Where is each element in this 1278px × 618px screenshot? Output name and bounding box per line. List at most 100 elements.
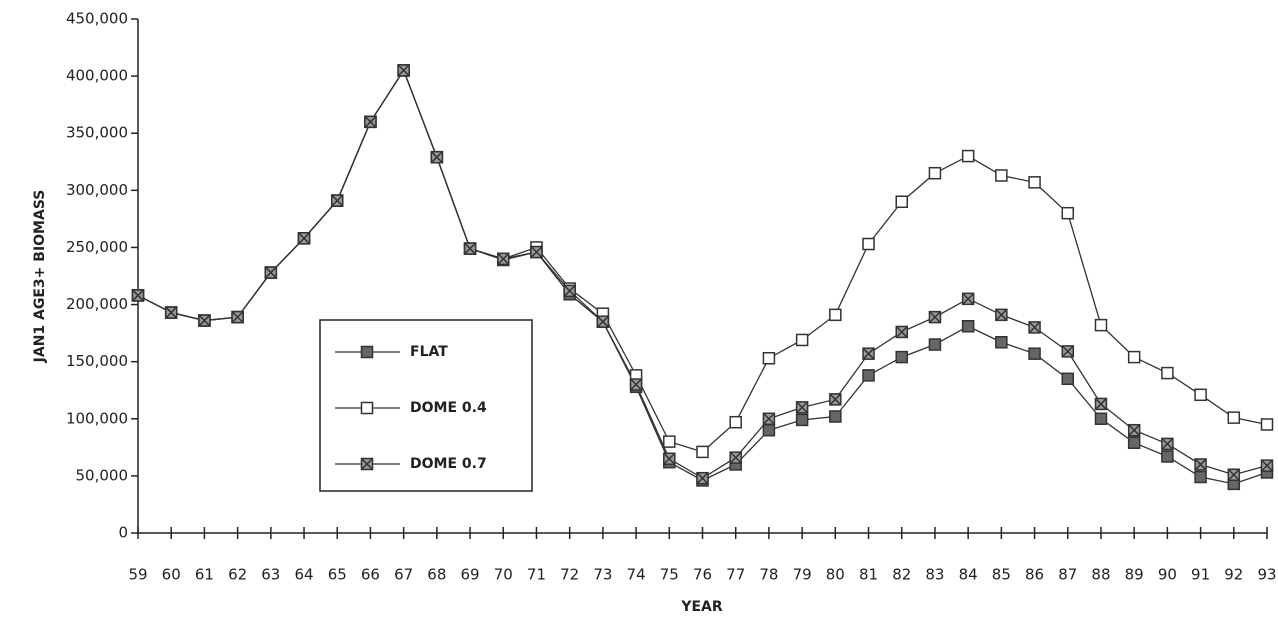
marker [563, 284, 576, 298]
marker [1127, 436, 1141, 450]
marker [1127, 423, 1141, 437]
marker-cross [630, 378, 643, 391]
marker [364, 115, 377, 129]
marker-box [1161, 366, 1174, 380]
marker-box [360, 345, 374, 359]
x-tick-label: 60 [162, 566, 181, 584]
marker [995, 335, 1008, 349]
marker-box [1028, 347, 1041, 360]
marker-box [1028, 176, 1041, 189]
marker [1194, 458, 1207, 471]
x-tick-label: 66 [361, 566, 380, 584]
x-tick-label: 68 [427, 566, 446, 584]
marker-box [862, 369, 875, 382]
marker [131, 289, 145, 302]
marker [530, 245, 543, 259]
x-tick-label: 70 [494, 566, 513, 584]
marker-box [1127, 436, 1141, 450]
marker [862, 347, 875, 360]
x-tick-label: 69 [461, 566, 480, 584]
marker [928, 310, 942, 324]
marker [895, 325, 908, 339]
marker [1061, 372, 1075, 386]
marker-cross [1028, 321, 1041, 334]
marker-box [895, 195, 908, 209]
x-tick-label: 88 [1091, 566, 1110, 584]
marker-box [1061, 206, 1075, 220]
marker [829, 410, 842, 423]
y-tick-label: 150,000 [66, 352, 128, 370]
marker-box [1194, 388, 1207, 402]
x-tick-label: 83 [925, 566, 944, 584]
marker-box [928, 338, 942, 351]
marker-cross [165, 306, 178, 319]
marker [1094, 397, 1108, 411]
marker-box [696, 445, 709, 459]
marker-cross [1094, 397, 1108, 410]
y-tick-label: 400,000 [66, 67, 128, 85]
marker [762, 423, 776, 437]
marker [360, 457, 374, 471]
marker [430, 150, 444, 164]
marker-box [1161, 450, 1174, 463]
marker [1127, 350, 1141, 364]
marker-box [829, 410, 842, 423]
legend-label: FLAT [410, 344, 448, 360]
y-tick-label: 50,000 [76, 466, 129, 484]
marker-box [360, 401, 374, 415]
marker-box [1061, 372, 1075, 386]
marker-box [862, 237, 875, 251]
marker [629, 378, 643, 391]
marker-cross [995, 308, 1008, 321]
marker [231, 310, 244, 324]
y-axis-label: JAN1 AGE3+ BIOMASS [32, 190, 48, 364]
marker [928, 166, 942, 180]
marker [729, 451, 742, 464]
series-line [137, 68, 1268, 453]
marker-box [961, 149, 975, 163]
x-tick-label: 62 [228, 566, 247, 584]
x-axis-label: YEAR [680, 599, 723, 615]
y-tick-label: 0 [118, 524, 128, 542]
marker-cross [563, 284, 576, 297]
x-tick-label: 84 [959, 566, 978, 584]
x-tick-label: 89 [1125, 566, 1144, 584]
x-tick-label: 71 [527, 566, 546, 584]
marker [696, 445, 709, 459]
marker [1260, 459, 1274, 472]
marker [729, 415, 742, 429]
marker-box [1227, 411, 1241, 424]
x-tick-label: 85 [992, 566, 1011, 584]
marker [1161, 366, 1174, 380]
x-tick-label: 61 [195, 566, 214, 584]
marker [995, 308, 1008, 322]
marker-box [895, 350, 908, 364]
x-tick-label: 87 [1058, 566, 1077, 584]
marker-cross [1128, 424, 1141, 437]
marker [164, 306, 178, 319]
marker-box [995, 169, 1008, 182]
marker-box [995, 335, 1008, 349]
marker [696, 471, 709, 485]
marker [1227, 468, 1241, 481]
marker [995, 169, 1008, 182]
marker [795, 333, 809, 347]
marker [198, 314, 211, 327]
x-tick-label: 72 [560, 566, 579, 584]
marker [1194, 388, 1207, 402]
marker-cross [928, 311, 941, 324]
marker [762, 412, 776, 426]
marker [961, 292, 975, 306]
marker-cross [1161, 437, 1174, 450]
marker [1028, 321, 1041, 334]
x-tick-label: 67 [394, 566, 413, 584]
marker-cross [1194, 458, 1207, 471]
x-tick-label: 79 [793, 566, 812, 584]
x-tick-label: 59 [128, 566, 147, 584]
marker-cross [331, 194, 344, 207]
y-tick-label: 350,000 [66, 124, 128, 142]
marker [895, 350, 908, 364]
marker-cross [1227, 468, 1240, 481]
marker-cross [895, 325, 908, 338]
